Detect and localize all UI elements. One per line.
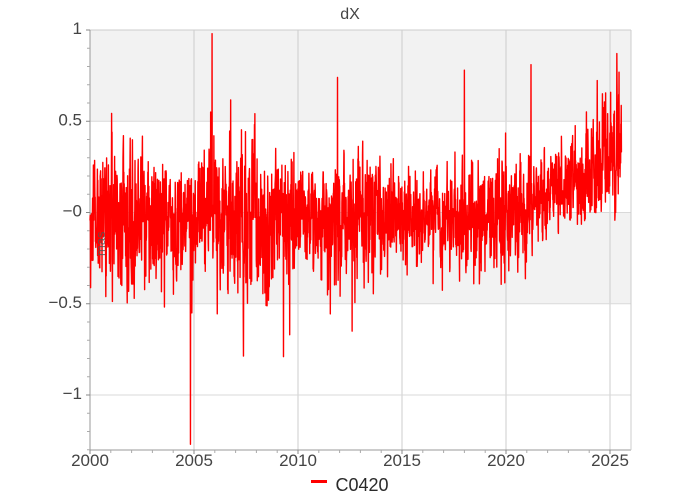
svg-text:−0: −0 bbox=[63, 202, 82, 221]
svg-text:0.5: 0.5 bbox=[58, 110, 82, 129]
svg-text:−1: −1 bbox=[63, 384, 82, 403]
svg-text:1: 1 bbox=[73, 19, 82, 38]
svg-text:−0.5: −0.5 bbox=[48, 293, 82, 312]
